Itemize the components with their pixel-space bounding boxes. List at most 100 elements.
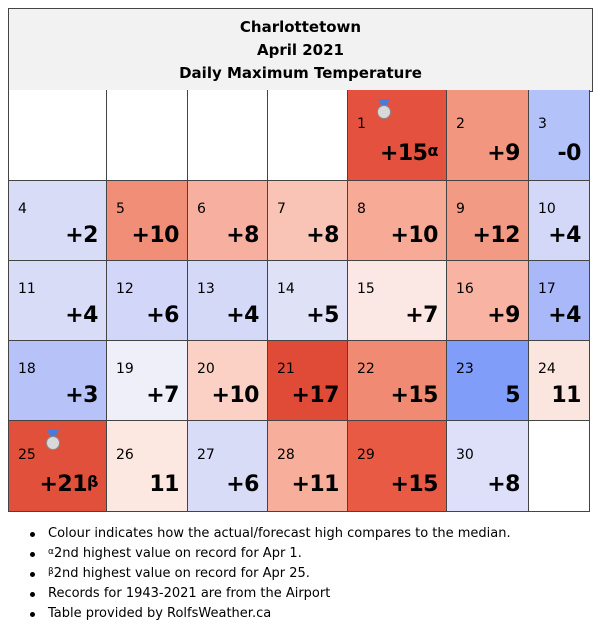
temperature-value: +10 [211, 383, 259, 408]
day-number: 11 [18, 281, 36, 297]
day-cell: 25 +21β [8, 421, 107, 512]
day-number: 15 [357, 281, 375, 297]
day-cell: 26 11 [107, 421, 188, 512]
temperature-number: +15 [379, 141, 428, 166]
temperature-value: +7 [146, 383, 179, 408]
temperature-number: +9 [487, 141, 520, 166]
day-cell: 16 +9 [447, 261, 529, 341]
temperature-value: +6 [146, 303, 179, 328]
temperature-number: +15 [390, 472, 438, 497]
temperature-number: +15 [390, 383, 438, 408]
temperature-number: +5 [306, 303, 339, 328]
day-number: 14 [277, 281, 295, 297]
day-cell: 30 +8 [447, 421, 529, 512]
temperature-value: +4 [226, 303, 259, 328]
temperature-value: +9 [487, 303, 520, 328]
day-cell: 21 +17 [268, 341, 348, 421]
temperature-value: +7 [405, 303, 438, 328]
temperature-value: +8 [226, 223, 259, 248]
day-cell: 19 +7 [107, 341, 188, 421]
day-number: 12 [116, 281, 134, 297]
medal-icon [375, 99, 393, 121]
day-cell: 11 +4 [8, 261, 107, 341]
day-cell: 14 +5 [268, 261, 348, 341]
day-cell: 29 +15 [348, 421, 447, 512]
day-number: 8 [357, 201, 366, 217]
day-number: 30 [456, 447, 474, 463]
day-cell: 12 +6 [107, 261, 188, 341]
temperature-value: +12 [472, 223, 520, 248]
temperature-value: +4 [548, 223, 581, 248]
temperature-number: +11 [291, 472, 339, 497]
footnotes: Colour indicates how the actual/forecast… [30, 524, 511, 624]
day-cell: 2 +9 [447, 90, 529, 181]
temperature-number: +4 [226, 303, 259, 328]
empty-cell [188, 90, 268, 181]
day-number: 23 [456, 361, 474, 377]
day-cell: 10 +4 [529, 181, 590, 261]
temperature-value: +21β [39, 472, 98, 497]
temperature-value: +4 [65, 303, 98, 328]
temperature-value: +17 [291, 383, 339, 408]
day-cell: 6 +8 [188, 181, 268, 261]
temperature-number: +3 [65, 383, 98, 408]
day-number: 18 [18, 361, 36, 377]
day-number: 29 [357, 447, 375, 463]
day-cell: 17 +4 [529, 261, 590, 341]
note-colour: Colour indicates how the actual/forecast… [30, 524, 511, 544]
temperature-value: +8 [306, 223, 339, 248]
temperature-value: +3 [65, 383, 98, 408]
temperature-number: +4 [548, 303, 581, 328]
day-number: 4 [18, 201, 27, 217]
temperature-number: +7 [146, 383, 179, 408]
temperature-number: +8 [487, 472, 520, 497]
beta-marker: β [48, 567, 54, 577]
day-number: 20 [197, 361, 215, 377]
day-number: 2 [456, 116, 465, 132]
empty-cell [8, 90, 107, 181]
day-number: 16 [456, 281, 474, 297]
temperature-number: +10 [131, 223, 179, 248]
day-cell: 4 +2 [8, 181, 107, 261]
station-title: Charlottetown [239, 17, 362, 36]
temperature-value: +6 [226, 472, 259, 497]
temperature-number: +17 [291, 383, 339, 408]
calendar-grid: 1 +15α 2 +9 3 -0 4 +2 5 +10 6 +8 7 +8 8 +10 9 +12 10 +4 11 +4… [8, 90, 592, 512]
temperature-number: +8 [226, 223, 259, 248]
day-number: 10 [538, 201, 556, 217]
day-number: 13 [197, 281, 215, 297]
day-cell: 27 +6 [188, 421, 268, 512]
temperature-value: +4 [548, 303, 581, 328]
temperature-number: 11 [149, 472, 179, 497]
day-cell: 28 +11 [268, 421, 348, 512]
temperature-value: +10 [390, 223, 438, 248]
empty-cell [529, 421, 590, 512]
temperature-number: +7 [405, 303, 438, 328]
day-number: 3 [538, 116, 547, 132]
day-cell: 15 +7 [348, 261, 447, 341]
metric-title: Daily Maximum Temperature [179, 63, 422, 82]
day-number: 6 [197, 201, 206, 217]
temperature-value: 5 [505, 383, 520, 408]
month-title: April 2021 [257, 40, 344, 59]
medal-icon [44, 430, 62, 452]
alpha-marker: α [48, 547, 54, 557]
day-number: 17 [538, 281, 556, 297]
note-alpha: α2nd highest value on record for Apr 1. [30, 544, 511, 564]
temperature-value: +15 [390, 383, 438, 408]
record-marker: β [87, 472, 98, 491]
day-cell: 8 +10 [348, 181, 447, 261]
temperature-number: +10 [211, 383, 259, 408]
day-number: 7 [277, 201, 286, 217]
day-number: 21 [277, 361, 295, 377]
temperature-value: 11 [551, 383, 581, 408]
temperature-number: +8 [306, 223, 339, 248]
temperature-value: +15 [390, 472, 438, 497]
temperature-number: +12 [472, 223, 520, 248]
temperature-value: +2 [65, 223, 98, 248]
day-cell: 13 +4 [188, 261, 268, 341]
empty-cell [268, 90, 348, 181]
day-number: 5 [116, 201, 125, 217]
day-cell: 7 +8 [268, 181, 348, 261]
day-cell: 1 +15α [348, 90, 447, 181]
